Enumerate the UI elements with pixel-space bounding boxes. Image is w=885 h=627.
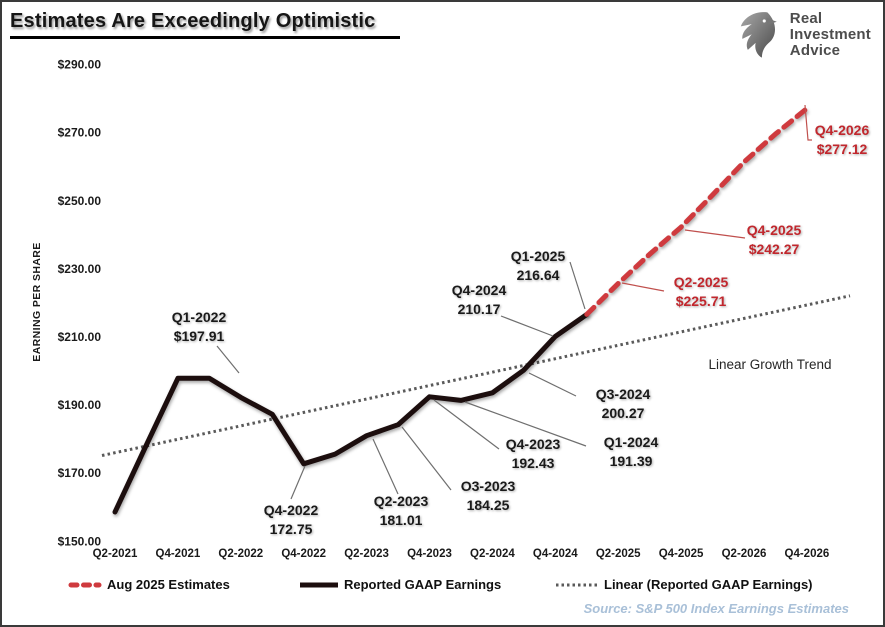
legend-item-estimates: Aug 2025 Estimates — [68, 577, 230, 592]
logo-line-1: Real — [789, 10, 823, 28]
annotation-label-q2-2025: $225.71 — [676, 293, 727, 309]
annotation-label-q3-2023: O3-2023 — [461, 478, 516, 494]
annotation-leader-line — [684, 229, 746, 239]
annotation-label-q4-2026: Q4-2026 — [815, 122, 870, 138]
eagle-logo-icon — [740, 12, 777, 58]
annotation-label-q4-2023: 192.43 — [512, 455, 555, 471]
y-tick-label: $270.00 — [58, 126, 102, 140]
x-tick-label: Q2-2025 — [596, 548, 641, 560]
annotation-label-q3-2024: 200.27 — [602, 405, 645, 421]
x-tick-label: Q4-2026 — [785, 548, 830, 560]
annotation-leader-line — [216, 345, 240, 374]
y-tick-label: $230.00 — [58, 262, 102, 276]
linear-trend-label: Linear Growth Trend — [708, 357, 831, 372]
legend-label-linear: Linear (Reported GAAP Earnings) — [604, 577, 813, 592]
logo: Real Investment Advice — [733, 10, 871, 60]
y-tick-label: $210.00 — [58, 330, 102, 344]
annotation-leader-line — [528, 372, 577, 397]
linear-trend-line — [101, 294, 851, 457]
solid-line-sample — [300, 582, 338, 587]
logo-text: Real Investment Advice — [790, 11, 871, 59]
chart-title: Estimates Are Exceedingly Optimistic — [10, 10, 400, 39]
annotation-leader-line — [621, 282, 665, 292]
annotation-label-q1-2022: $197.91 — [174, 328, 225, 344]
annotation-leader-line — [569, 261, 586, 310]
annotation-label-q3-2023: 184.25 — [467, 497, 510, 513]
legend-label-reported: Reported GAAP Earnings — [344, 577, 502, 592]
dotted-line-sample — [556, 583, 598, 586]
series-estimates-line — [584, 106, 810, 317]
annotation-label-q1-2025: Q1-2025 — [511, 248, 566, 264]
annotation-label-q3-2024: Q3-2024 — [596, 386, 651, 402]
logo-line-3: Advice — [789, 41, 841, 59]
annotation-label-q1-2024: 191.39 — [610, 453, 653, 469]
annotation-label-q1-2025: 216.64 — [517, 267, 560, 283]
x-tick-label: Q2-2024 — [470, 548, 515, 560]
x-tick-label: Q2-2022 — [218, 548, 263, 560]
x-tick-label: Q2-2021 — [93, 548, 138, 560]
x-tick-label: Q4-2023 — [407, 548, 452, 560]
source-note: Source: S&P 500 Index Earnings Estimates — [583, 601, 849, 616]
x-tick-label: Q4-2022 — [281, 548, 326, 560]
annotation-label-q4-2026: $277.12 — [817, 141, 868, 157]
annotation-leader-line — [290, 465, 306, 500]
legend: Aug 2025 Estimates Reported GAAP Earning… — [2, 577, 883, 599]
annotation-label-q4-2022: 172.75 — [270, 521, 313, 537]
annotation-label-q2-2023: 181.01 — [380, 512, 423, 528]
dashed-line-sample — [68, 582, 102, 587]
annotation-leader-line — [464, 401, 587, 447]
x-tick-label: Q4-2024 — [533, 548, 578, 560]
y-tick-label: $190.00 — [58, 398, 102, 412]
annotation-label-q4-2025: Q4-2025 — [747, 222, 802, 238]
legend-item-reported: Reported GAAP Earnings — [299, 577, 501, 592]
x-tick-label: Q4-2021 — [156, 548, 201, 560]
annotation-label-q4-2025: $242.27 — [749, 241, 800, 257]
annotation-label-q4-2024: Q4-2024 — [452, 282, 507, 298]
annotation-leader-line — [372, 438, 399, 495]
series-reported-gaap-line — [112, 311, 590, 515]
annotation-leader-line — [804, 104, 812, 141]
annotation-label-q4-2022: Q4-2022 — [264, 502, 319, 518]
x-tick-label: Q4-2025 — [659, 548, 704, 560]
annotation-label-q1-2024: Q1-2024 — [604, 434, 659, 450]
logo-line-2: Investment — [789, 26, 871, 44]
annotation-leader-line — [401, 426, 452, 491]
legend-label-estimates: Aug 2025 Estimates — [107, 577, 230, 592]
x-tick-label: Q2-2023 — [344, 548, 389, 560]
annotation-label-q4-2023: Q4-2023 — [506, 436, 561, 452]
x-tick-label: Q2-2026 — [722, 548, 767, 560]
legend-item-linear: Linear (Reported GAAP Earnings) — [555, 577, 813, 592]
annotation-label-q2-2025: Q2-2025 — [674, 274, 729, 290]
annotation-label-q2-2023: Q2-2023 — [374, 493, 429, 509]
annotation-label-q4-2024: 210.17 — [458, 301, 501, 317]
annotation-leader-line — [500, 315, 554, 337]
y-tick-label: $250.00 — [58, 194, 102, 208]
y-tick-label: $290.00 — [58, 58, 102, 72]
annotation-label-q1-2022: Q1-2022 — [172, 309, 227, 325]
annotation-leader-line — [433, 399, 500, 450]
y-tick-label: $170.00 — [58, 466, 102, 480]
y-tick-label: $150.00 — [58, 534, 102, 548]
y-axis-title: EARNING PER SHARE — [31, 242, 43, 361]
